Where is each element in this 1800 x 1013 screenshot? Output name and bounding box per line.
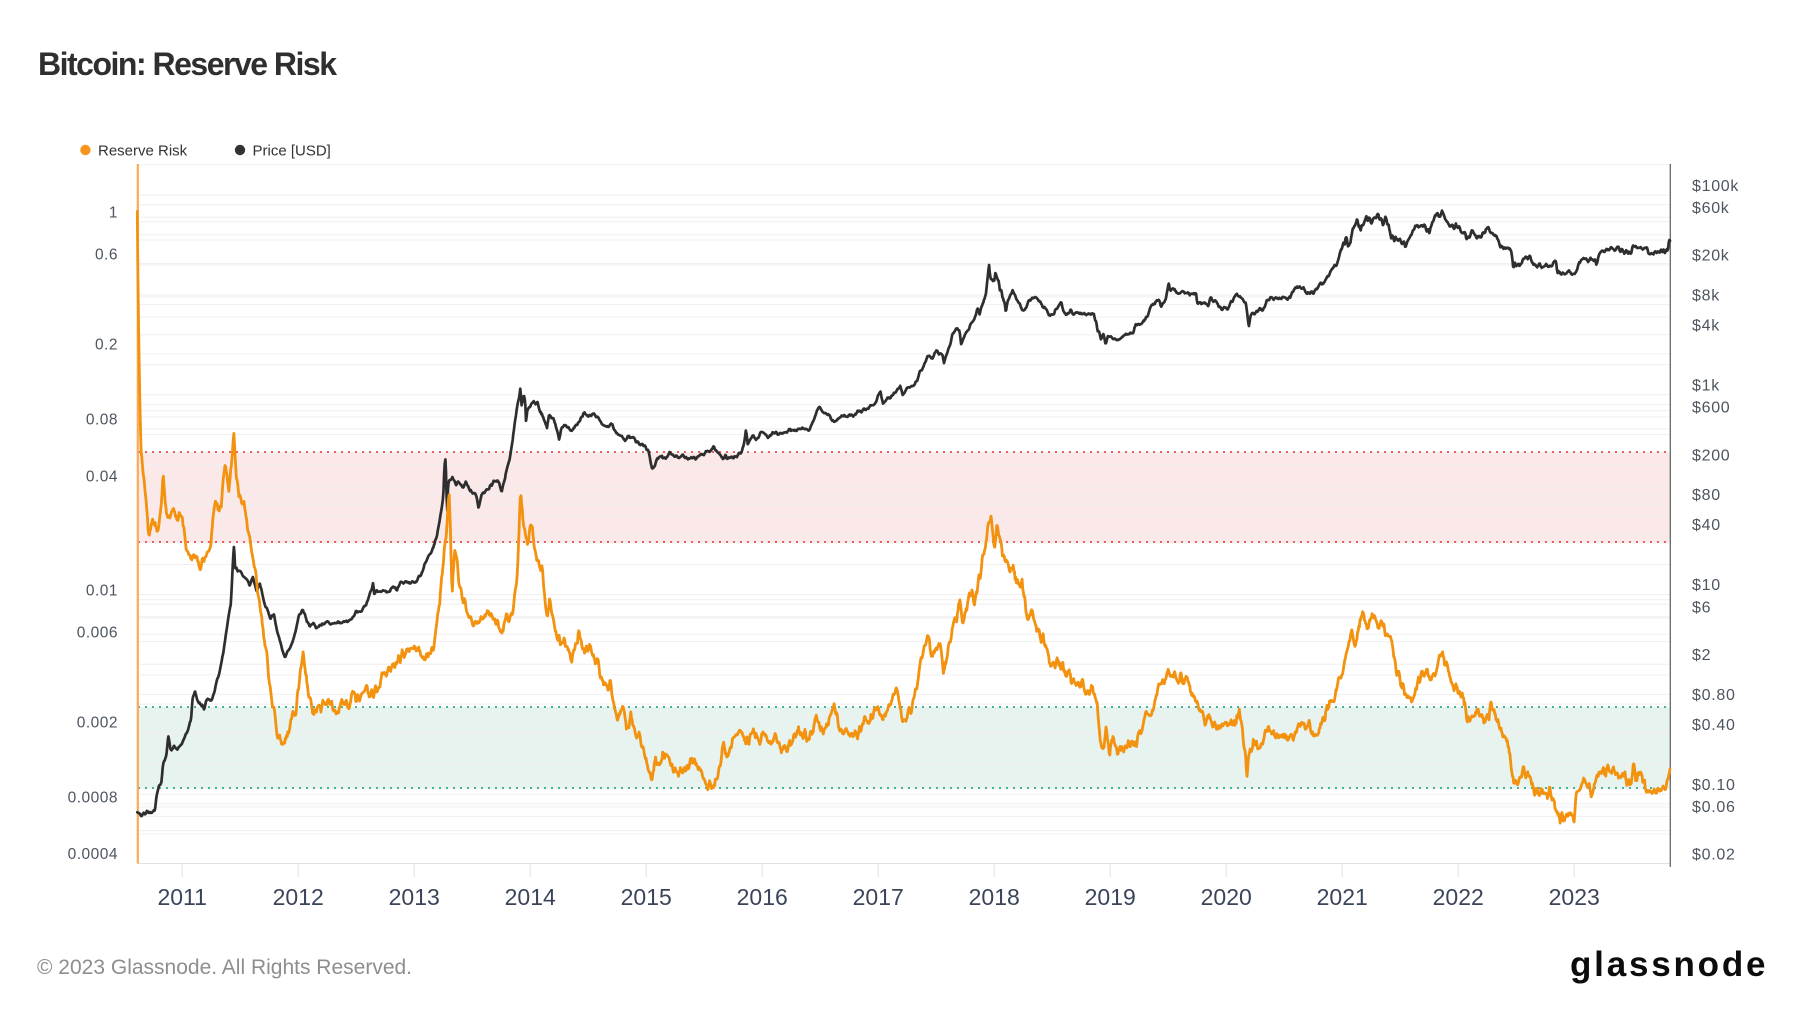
svg-text:2013: 2013 <box>389 884 440 910</box>
svg-text:$600: $600 <box>1692 400 1730 417</box>
svg-text:$40: $40 <box>1692 517 1721 534</box>
svg-text:2015: 2015 <box>621 884 672 910</box>
svg-text:$0.06: $0.06 <box>1692 799 1736 816</box>
svg-text:Reserve Risk: Reserve Risk <box>98 143 188 160</box>
svg-text:2014: 2014 <box>505 884 556 910</box>
svg-text:2021: 2021 <box>1317 884 1368 910</box>
svg-text:0.2: 0.2 <box>95 337 118 354</box>
svg-text:$0.40: $0.40 <box>1692 717 1736 734</box>
svg-text:2019: 2019 <box>1085 884 1136 910</box>
svg-text:$0.02: $0.02 <box>1692 847 1736 864</box>
svg-text:2023: 2023 <box>1549 884 1600 910</box>
svg-text:$2: $2 <box>1692 647 1711 664</box>
svg-text:$1k: $1k <box>1692 378 1720 395</box>
svg-text:2020: 2020 <box>1201 884 1252 910</box>
svg-text:0.08: 0.08 <box>86 412 118 429</box>
svg-text:$60k: $60k <box>1692 200 1730 217</box>
svg-text:Bitcoin: Reserve Risk: Bitcoin: Reserve Risk <box>38 46 337 82</box>
svg-text:$0.10: $0.10 <box>1692 777 1736 794</box>
svg-text:0.0004: 0.0004 <box>68 846 118 863</box>
svg-text:1: 1 <box>109 204 118 221</box>
svg-text:$80: $80 <box>1692 487 1721 504</box>
svg-text:2018: 2018 <box>969 884 1020 910</box>
svg-text:glassnode: glassnode <box>1570 945 1768 984</box>
svg-text:Price [USD]: Price [USD] <box>253 143 331 160</box>
svg-text:0.002: 0.002 <box>77 715 118 732</box>
svg-text:0.04: 0.04 <box>86 469 118 486</box>
svg-text:$8k: $8k <box>1692 287 1720 304</box>
svg-text:$20k: $20k <box>1692 248 1730 265</box>
svg-text:$100k: $100k <box>1692 178 1739 195</box>
svg-text:$6: $6 <box>1692 599 1711 616</box>
svg-text:$10: $10 <box>1692 577 1721 594</box>
svg-text:2022: 2022 <box>1433 884 1484 910</box>
svg-text:$200: $200 <box>1692 447 1730 464</box>
svg-text:0.01: 0.01 <box>86 582 118 599</box>
svg-text:© 2023 Glassnode. All Rights R: © 2023 Glassnode. All Rights Reserved. <box>37 956 412 979</box>
svg-text:$4k: $4k <box>1692 317 1720 334</box>
svg-text:2016: 2016 <box>737 884 788 910</box>
svg-text:0.0008: 0.0008 <box>68 790 118 807</box>
svg-text:2017: 2017 <box>853 884 904 910</box>
svg-text:2011: 2011 <box>157 884 206 910</box>
svg-text:0.6: 0.6 <box>95 246 118 263</box>
svg-text:2012: 2012 <box>273 884 324 910</box>
svg-text:$0.80: $0.80 <box>1692 687 1736 704</box>
svg-text:0.006: 0.006 <box>77 624 118 641</box>
